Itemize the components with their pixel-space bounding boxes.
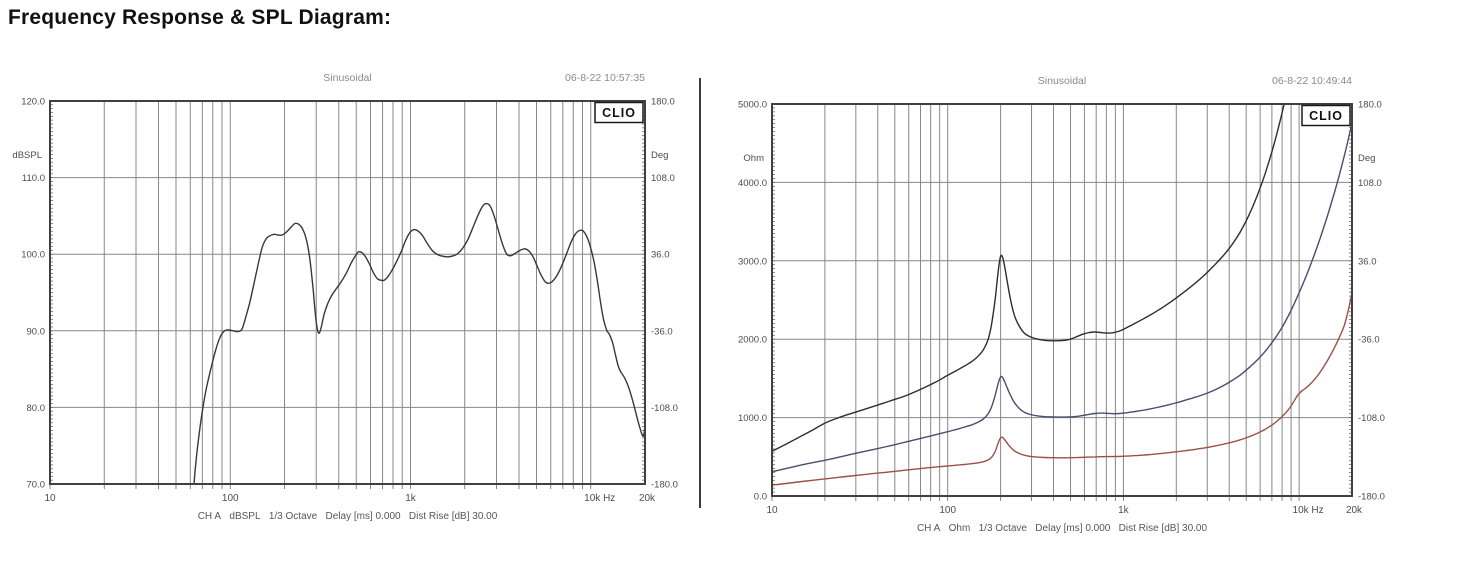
chart-caption: CH A dBSPL 1/3 Octave Delay [ms] 0.000 D… bbox=[198, 511, 498, 522]
y-left-label: 0.0 bbox=[754, 492, 767, 503]
y-right-unit: Deg bbox=[651, 150, 668, 161]
y-left-label: 80.0 bbox=[27, 403, 46, 414]
x-axis-label: 1k bbox=[405, 493, 417, 504]
y-right-label: -180.0 bbox=[1358, 492, 1385, 503]
grid-lines bbox=[50, 101, 645, 484]
y-right-label: -36.0 bbox=[1358, 335, 1380, 346]
x-axis-label: 1k bbox=[1118, 505, 1130, 516]
spl-curves bbox=[193, 202, 645, 484]
y-right-label: 108.0 bbox=[1358, 178, 1382, 189]
y-left-label: 70.0 bbox=[27, 480, 46, 491]
y-left-label: 4000.0 bbox=[738, 178, 767, 189]
y-right-label: -180.0 bbox=[651, 480, 678, 491]
y-right-label: -36.0 bbox=[651, 326, 673, 337]
x-axis-label: 20k bbox=[639, 493, 656, 504]
impedance-curve-red bbox=[772, 292, 1352, 486]
spl-spl-response bbox=[193, 202, 645, 484]
y-left-unit: dBSPL bbox=[12, 150, 42, 161]
impedance-curves bbox=[772, 104, 1352, 486]
clio-logo: CLIO bbox=[594, 101, 644, 124]
y-left-label: 3000.0 bbox=[738, 256, 767, 267]
svg-text:CLIO: CLIO bbox=[1309, 109, 1343, 123]
y-right-label: 180.0 bbox=[1358, 100, 1382, 111]
y-left-label: 110.0 bbox=[22, 173, 45, 184]
y-right-unit: Deg bbox=[1358, 153, 1375, 164]
x-axis-label: 10 bbox=[44, 493, 56, 504]
chart-timestamp: 06-8-22 10:49:44 bbox=[1272, 75, 1352, 87]
y-right-label: -108.0 bbox=[1358, 413, 1385, 424]
y-right-label: 108.0 bbox=[651, 173, 675, 184]
y-left-label: 100.0 bbox=[21, 250, 45, 261]
x-axis-label: 10k Hz bbox=[1293, 505, 1324, 516]
y-right-label: 180.0 bbox=[651, 97, 675, 108]
y-left-label: 2000.0 bbox=[738, 335, 767, 346]
spl-chart-panel: CLIO Sinusoidal 06-8-22 10:57:35 120.0 110.0… bbox=[0, 60, 700, 560]
x-axis-label: 10k Hz bbox=[584, 493, 615, 504]
chart-timestamp: 06-8-22 10:57:35 bbox=[565, 72, 645, 84]
impedance-chart-svg: CLIO Sinusoidal 06-8-22 10:49:44 5000.0 4000… bbox=[702, 60, 1462, 560]
chart-caption: CH A Ohm 1/3 Octave Delay [ms] 0.000 Dis… bbox=[917, 523, 1208, 534]
spl-chart-svg: CLIO Sinusoidal 06-8-22 10:57:35 120.0 110.0… bbox=[0, 60, 700, 560]
x-axis-label: 20k bbox=[1346, 505, 1363, 516]
impedance-curve-blue bbox=[772, 122, 1352, 473]
page-heading: Frequency Response & SPL Diagram: bbox=[8, 6, 392, 29]
y-left-label: 5000.0 bbox=[738, 100, 767, 111]
svg-text:CLIO: CLIO bbox=[602, 106, 636, 120]
clio-logo: CLIO bbox=[1301, 104, 1351, 127]
y-right-label: 36.0 bbox=[1358, 256, 1377, 267]
x-axis-label: 100 bbox=[939, 505, 956, 516]
y-left-label: 90.0 bbox=[27, 326, 46, 337]
impedance-chart-panel: CLIO Sinusoidal 06-8-22 10:49:44 5000.0 4000… bbox=[702, 60, 1462, 560]
x-axis-label: 100 bbox=[222, 493, 239, 504]
y-right-label: -108.0 bbox=[651, 403, 678, 414]
impedance-curve-black bbox=[772, 104, 1285, 452]
y-left-label: 120.0 bbox=[21, 97, 45, 108]
chart-title: Sinusoidal bbox=[1038, 75, 1086, 87]
chart-title: Sinusoidal bbox=[323, 72, 371, 84]
y-left-unit: Ohm bbox=[743, 153, 764, 164]
x-axis-label: 10 bbox=[766, 505, 778, 516]
y-left-label: 1000.0 bbox=[738, 413, 767, 424]
y-right-label: 36.0 bbox=[651, 250, 670, 261]
grid-lines bbox=[772, 104, 1352, 496]
